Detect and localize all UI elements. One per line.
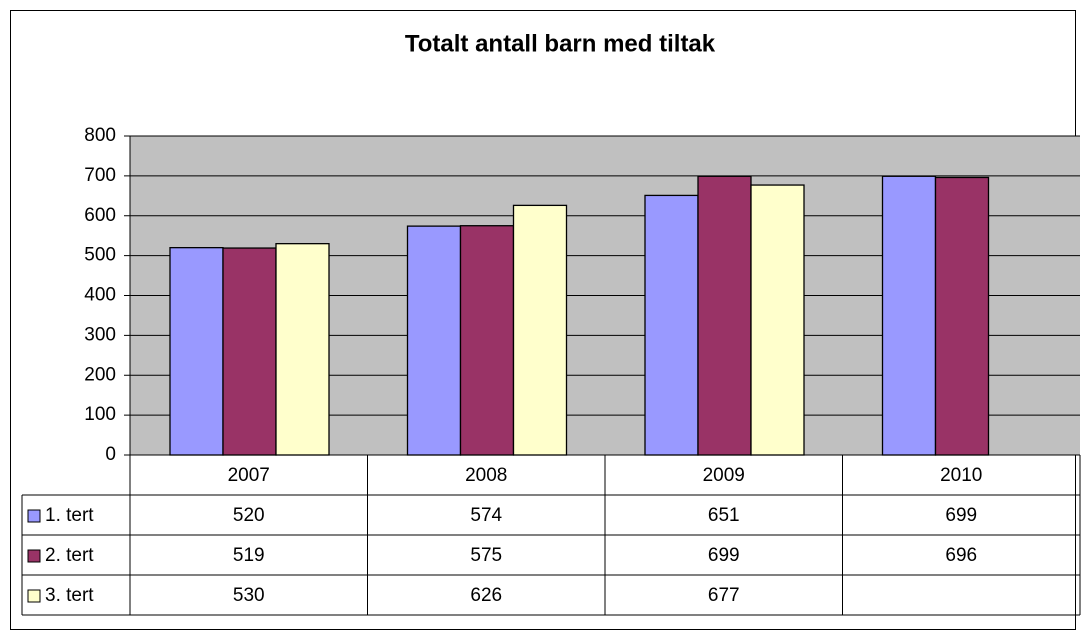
y-tick-label: 700: [84, 165, 116, 186]
y-tick-label: 300: [84, 324, 116, 345]
legend-label: 3. tert: [45, 585, 94, 606]
x-tick-label: 2009: [703, 465, 745, 486]
y-tick-label: 800: [84, 125, 116, 146]
table-value: 530: [233, 585, 265, 606]
x-tick-label: 2008: [465, 465, 507, 486]
bar: [406, 225, 462, 456]
y-tick-label: 0: [105, 444, 116, 465]
legend-key: [27, 549, 41, 563]
x-tick-label: 2010: [940, 465, 982, 486]
legend-key: [27, 589, 41, 603]
x-tick-label: 2007: [228, 465, 270, 486]
y-tick-label: 100: [84, 404, 116, 425]
legend-key: [27, 509, 41, 523]
table-value: 520: [233, 505, 265, 526]
bar: [275, 243, 330, 456]
legend-label: 2. tert: [45, 545, 94, 566]
table-value: 574: [470, 505, 502, 526]
bar: [881, 175, 937, 456]
legend-label: 1. tert: [45, 505, 94, 526]
bar: [459, 225, 515, 456]
table-value: 677: [708, 585, 740, 606]
table-value: 519: [233, 545, 265, 566]
table-value: 699: [945, 505, 977, 526]
table-value: 696: [945, 545, 977, 566]
table-value: 699: [708, 545, 740, 566]
table-value: 651: [708, 505, 740, 526]
table-value: 575: [470, 545, 502, 566]
bar: [750, 184, 805, 456]
bar: [512, 204, 568, 456]
bar: [934, 176, 990, 456]
bar: [644, 194, 699, 456]
bar: [169, 246, 224, 456]
bar: [222, 247, 277, 456]
y-tick-label: 500: [84, 245, 116, 266]
y-tick-label: 200: [84, 364, 116, 385]
table-value: 626: [470, 585, 502, 606]
bar: [697, 175, 752, 456]
y-tick-label: 400: [84, 285, 116, 306]
y-tick-label: 600: [84, 205, 116, 226]
chart-title: Totalt antall barn med tiltak: [405, 30, 716, 57]
